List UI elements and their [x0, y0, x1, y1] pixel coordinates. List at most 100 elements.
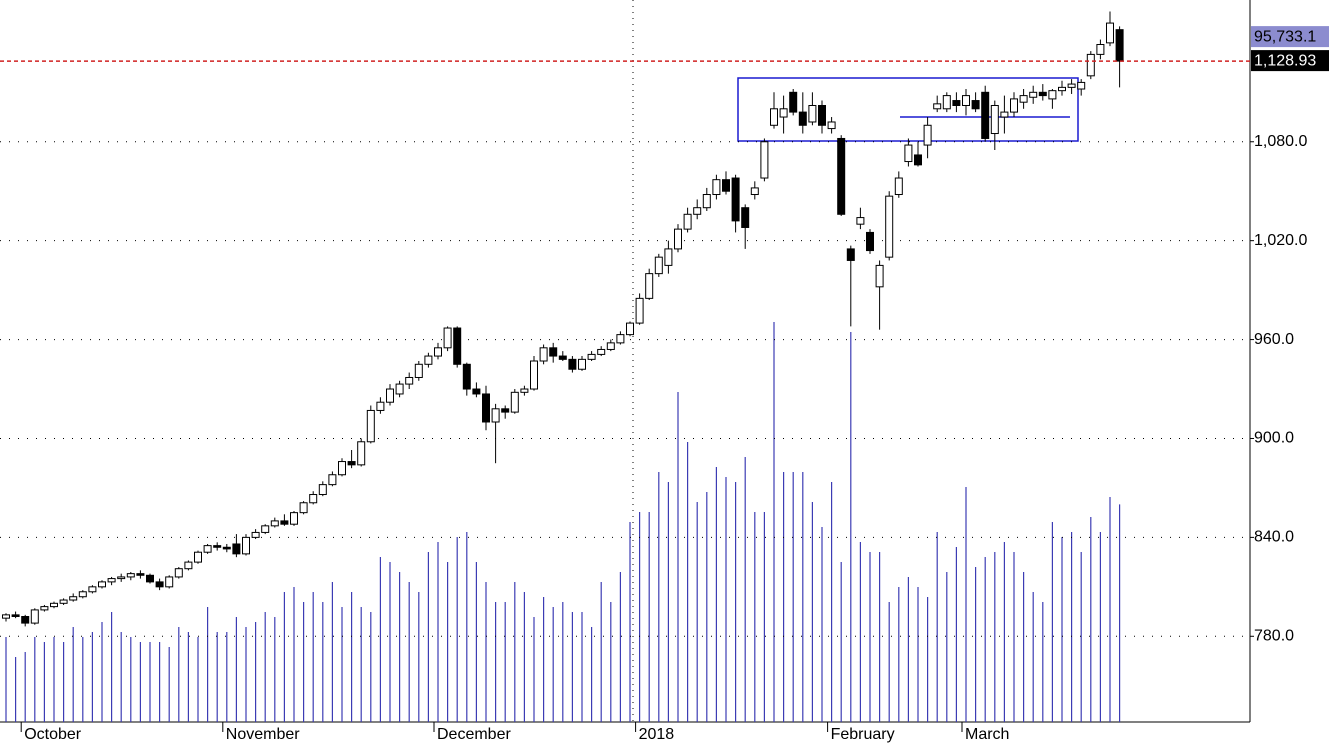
candle-body [395, 383, 404, 395]
last-close-label: 1,128.93 [1254, 52, 1316, 69]
candle-body [1086, 53, 1095, 77]
candle-body [702, 194, 711, 209]
candle-body [731, 177, 740, 222]
candle-body [117, 576, 126, 580]
candle-body [606, 342, 615, 350]
candle-body [1048, 90, 1057, 100]
candle-body [789, 91, 798, 113]
y-tick-label: 780.0 [1254, 628, 1294, 645]
candle-body [558, 355, 567, 360]
candle-body [578, 358, 586, 370]
candle-body [779, 108, 788, 118]
candle-body [1115, 29, 1124, 62]
candle-body [510, 391, 519, 413]
candle-body [482, 393, 490, 423]
candle-body [1106, 22, 1114, 44]
candle-body [146, 574, 154, 583]
candle-body [914, 154, 922, 166]
candle-body [539, 347, 548, 362]
candle-body [933, 103, 942, 110]
candle-body [69, 596, 78, 601]
candle-body [597, 348, 606, 355]
candle-body [30, 609, 39, 624]
candle-body [923, 124, 932, 146]
candle-body [520, 388, 529, 393]
candle-body [1058, 86, 1066, 92]
y-tick-label: 1,020.0 [1254, 232, 1307, 249]
candle-body [309, 494, 318, 504]
candle-body [59, 599, 68, 604]
last-close-bg [1251, 50, 1329, 72]
x-tick-label: November [226, 726, 300, 743]
x-tick-label: February [831, 726, 895, 743]
candle-body [347, 461, 356, 466]
candle-body [155, 581, 164, 588]
candle-body [770, 108, 778, 126]
candle-body [616, 334, 625, 344]
candle-body [462, 363, 471, 390]
candle-body [491, 408, 500, 423]
candle-body [693, 207, 702, 215]
candle-body [11, 614, 20, 618]
candle-body [453, 327, 462, 365]
candle-body [414, 363, 423, 378]
candle-body [1067, 83, 1076, 88]
candle-body [1029, 91, 1038, 98]
candle-body [126, 573, 135, 578]
candle-body [165, 576, 174, 588]
candle-body [270, 520, 279, 527]
x-tick-label: October [24, 726, 82, 743]
candle-body [194, 551, 202, 563]
candle-body [741, 207, 750, 228]
candle-body [722, 179, 730, 192]
candle-body [885, 195, 894, 258]
candle-body [875, 264, 884, 288]
candle-body [78, 591, 87, 598]
candle-body [549, 347, 558, 357]
candle-body [328, 474, 337, 486]
candle-body [338, 461, 346, 476]
candle-body [990, 104, 999, 135]
candle-body [357, 441, 366, 466]
candle-body [1038, 91, 1047, 97]
candle-body [405, 376, 414, 385]
candle-body [21, 616, 30, 624]
candle-body [750, 187, 759, 196]
candle-body [376, 401, 385, 411]
candle-body [472, 388, 481, 395]
candle-body [712, 179, 721, 196]
candle-body [443, 327, 452, 349]
candle-body [386, 388, 394, 403]
candle-body [290, 512, 298, 525]
candle-body [434, 347, 442, 357]
candle-body [88, 586, 97, 593]
candle-body [942, 95, 951, 110]
candle-body [501, 408, 510, 413]
y-tick-label: 960.0 [1254, 331, 1294, 348]
candle-body [856, 217, 865, 225]
candle-body [587, 353, 596, 360]
candle-body [971, 100, 980, 110]
candle-body [424, 355, 433, 365]
candle-body [261, 525, 270, 533]
candle-body [222, 546, 231, 550]
candle-body [635, 297, 644, 324]
candle-body [674, 228, 682, 250]
candle-body [40, 606, 49, 611]
candle-body [530, 360, 538, 390]
candle-body [213, 545, 222, 548]
axis-layer: 780.0 840.0 900.0 960.0 1,020.0 1,080.0 Octobe… [0, 26, 1329, 743]
volume-layer [5, 322, 1121, 722]
y-tick-label: 840.0 [1254, 529, 1294, 546]
candle-body [846, 248, 855, 261]
x-tick-label: December [437, 726, 511, 743]
candle-body [1096, 44, 1105, 55]
candle-body [366, 409, 375, 443]
last-volume-label: 95,733.1 [1254, 28, 1316, 45]
candle-body [645, 273, 654, 299]
candle-body [904, 144, 913, 163]
x-tick-label: March [965, 726, 1009, 743]
candle-body [232, 543, 241, 555]
candle-body [626, 322, 634, 336]
